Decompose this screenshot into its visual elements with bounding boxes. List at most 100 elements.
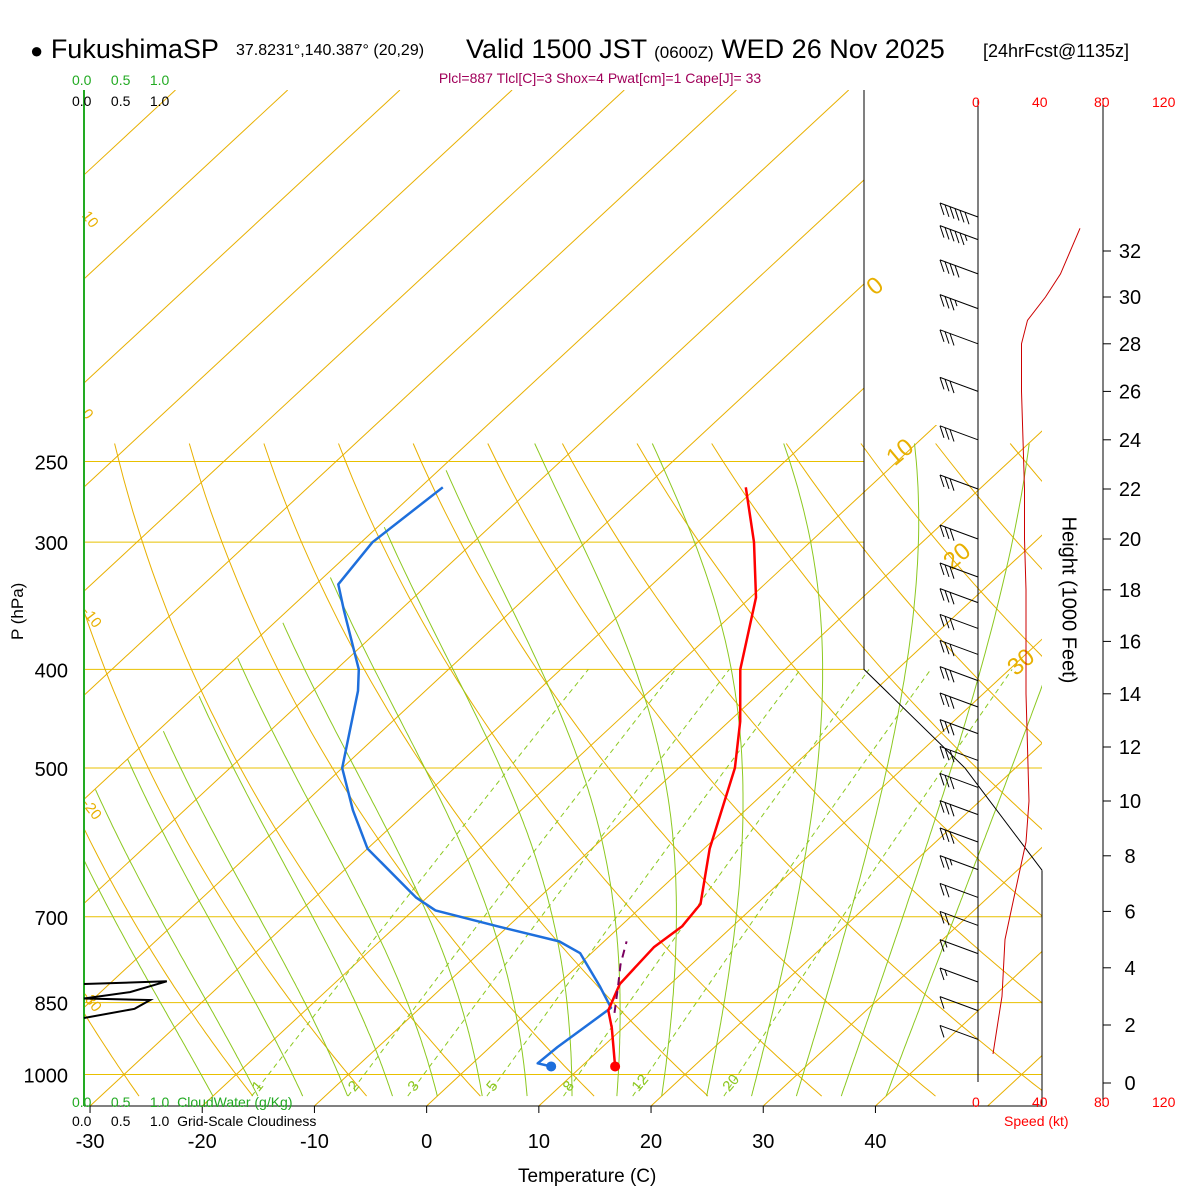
cw-bot-05: 0.5 xyxy=(110,1094,131,1110)
wind-barb xyxy=(939,996,979,1012)
dry-adiabat xyxy=(561,443,1042,1004)
cw-bot-0: 0.0 xyxy=(72,1094,92,1110)
height-tick-label: 10 xyxy=(1119,791,1141,813)
wind-barb-half-feather xyxy=(964,234,968,241)
wind-barb-feather xyxy=(944,775,950,788)
wind-barb-half-feather xyxy=(944,941,948,948)
height-tick-label: 4 xyxy=(1124,958,1135,980)
panel-edge xyxy=(863,90,1043,871)
x-tick-label: -10 xyxy=(300,1131,329,1153)
surface-temperature-marker xyxy=(610,1061,621,1072)
wind-barb-feather xyxy=(944,642,950,655)
wind-barb xyxy=(939,855,979,871)
isotherm-line xyxy=(201,326,1042,1106)
wind-barb-feather xyxy=(949,617,955,631)
wind-panel xyxy=(939,100,1081,1082)
wind-barb-half-feather xyxy=(944,969,948,977)
wind-barb-feather xyxy=(944,721,950,734)
isotherm-line xyxy=(538,638,1042,1106)
wind-barb xyxy=(939,719,979,735)
station-name: FukushimaSP xyxy=(50,34,219,64)
height-tick-label: 30 xyxy=(1119,287,1141,309)
wind-barb-feather xyxy=(949,478,955,491)
isotherm-line xyxy=(84,90,513,488)
wind-barb-feather xyxy=(944,261,950,274)
wind-barb-half-feather xyxy=(954,299,958,307)
isotherm-line xyxy=(84,90,401,384)
wind-barb-feather xyxy=(949,298,955,311)
wind-barb-feather xyxy=(949,831,955,844)
spd-bot-80: 80 xyxy=(1094,1094,1110,1110)
wind-barb-feather xyxy=(939,719,945,732)
wind-barb-feather xyxy=(949,592,955,605)
wind-barb-feather xyxy=(954,208,960,221)
mixing-ratio-line xyxy=(251,669,589,1097)
wind-barb-feather xyxy=(949,776,955,790)
surface-dewpoint-marker xyxy=(546,1061,557,1072)
wind-barb-feather xyxy=(944,227,950,240)
wind-barb-feather xyxy=(939,827,945,841)
dry-adiabat xyxy=(188,443,595,1097)
dry-adiabat xyxy=(1160,444,1200,1097)
wind-barb-feather xyxy=(949,380,955,394)
wind-barb-feather xyxy=(949,804,955,817)
cloudiness-scale-bottom: 0.0 0.5 1.0 Grid-Scale Cloudiness xyxy=(72,1113,316,1129)
height-tick-label: 28 xyxy=(1119,334,1141,356)
isotherm-line xyxy=(84,90,737,696)
wind-barb-feather xyxy=(949,206,955,219)
wind-barb xyxy=(939,562,979,578)
wind-barb-feather xyxy=(939,855,945,868)
pressure-label: 400 xyxy=(35,660,68,682)
wind-barb-feather xyxy=(944,885,950,898)
cloudiness-scale-top: 0.0 0.5 1.0 xyxy=(72,93,169,109)
height-tick-label: 2 xyxy=(1124,1015,1135,1037)
spd-bot-0: 0 xyxy=(972,1094,980,1110)
wind-barb xyxy=(939,588,979,604)
wind-barb-feather xyxy=(939,996,945,1009)
wind-barb xyxy=(939,666,979,682)
cloudiness-profile xyxy=(83,980,168,1019)
wind-barb xyxy=(939,800,979,816)
moist-adiabat xyxy=(198,695,393,1097)
wind-barb xyxy=(939,524,979,540)
wind-barb-feather xyxy=(949,566,955,579)
height-axis-title: Height (1000 Feet) xyxy=(1057,516,1080,684)
pressure-label: 700 xyxy=(35,908,68,930)
spd-bot-40: 40 xyxy=(1032,1094,1048,1110)
wind-barb-feather xyxy=(949,229,955,242)
dry-adiabat xyxy=(1085,444,1200,1097)
wind-barb-feather xyxy=(944,913,950,926)
wind-barb-feather xyxy=(939,692,945,706)
dry-adiabat xyxy=(84,827,254,1097)
wind-barb-feather xyxy=(939,259,945,273)
wind-barb-feather xyxy=(944,331,950,344)
wind-barb-feather xyxy=(964,212,970,225)
height-tick-label: 6 xyxy=(1124,901,1135,923)
pressure-axis-title: P (hPa) xyxy=(8,582,27,640)
cl-top-05: 0.5 xyxy=(110,93,131,109)
isotherm-line xyxy=(84,90,850,801)
wind-barb xyxy=(939,639,979,655)
moist-adiabat xyxy=(282,622,483,1097)
isotherm-label: -10 xyxy=(78,604,105,632)
wind-barb xyxy=(939,474,979,490)
wind-barb-feather xyxy=(939,773,945,786)
mixing-ratio-line xyxy=(486,669,801,1097)
wind-barb xyxy=(939,772,979,788)
isotherm-line xyxy=(650,742,1042,1106)
height-tick-label: 16 xyxy=(1119,631,1141,653)
wind-barb-feather xyxy=(939,588,945,601)
valid-label: Valid 1500 JST xyxy=(466,34,647,64)
isotherm-label: 10 xyxy=(78,208,102,232)
wind-barb-feather xyxy=(939,883,945,896)
cw-top-05: 0.5 xyxy=(110,72,131,88)
mixing-ratio-label: 12 xyxy=(628,1071,652,1095)
dry-adiabat xyxy=(114,443,481,1097)
wind-barb-feather xyxy=(939,425,945,438)
height-tick-label: 24 xyxy=(1119,430,1141,452)
spd-top-0: 0 xyxy=(972,94,980,110)
wind-barb-feather xyxy=(944,694,950,708)
dry-adiabat xyxy=(487,443,1042,1092)
wind-barb-feather xyxy=(944,476,950,490)
